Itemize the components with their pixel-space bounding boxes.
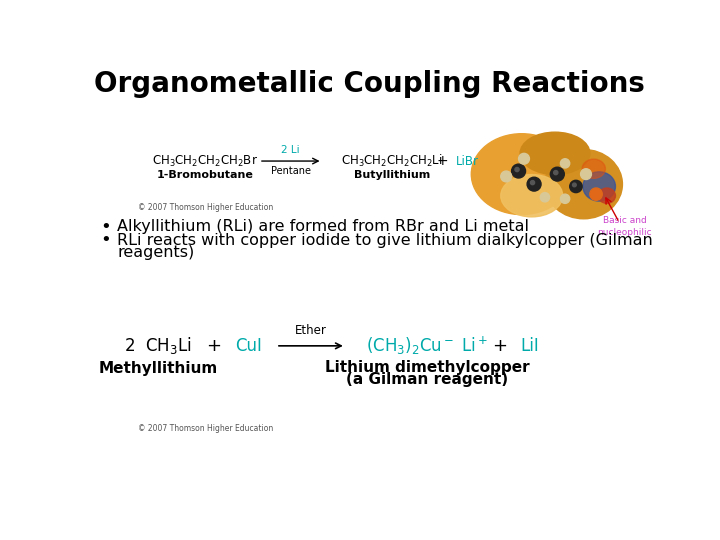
- Text: 2 Li: 2 Li: [282, 145, 300, 155]
- Ellipse shape: [583, 172, 616, 201]
- Text: Ether: Ether: [295, 325, 327, 338]
- Text: Butyllithium: Butyllithium: [354, 170, 431, 180]
- Ellipse shape: [598, 188, 616, 204]
- Text: LiI: LiI: [521, 337, 539, 355]
- Circle shape: [560, 159, 570, 168]
- Circle shape: [518, 153, 529, 164]
- Text: •: •: [100, 218, 111, 235]
- Circle shape: [560, 194, 570, 204]
- Text: © 2007 Thomson Higher Education: © 2007 Thomson Higher Education: [138, 202, 274, 212]
- Circle shape: [527, 177, 541, 191]
- Text: +: +: [207, 337, 222, 355]
- Text: (a Gilman reagent): (a Gilman reagent): [346, 372, 508, 387]
- Text: Methyllithium: Methyllithium: [99, 361, 218, 376]
- Text: 1-Bromobutane: 1-Bromobutane: [156, 170, 253, 180]
- Text: Lithium dimethylcopper: Lithium dimethylcopper: [325, 360, 529, 375]
- Text: +: +: [437, 154, 449, 168]
- Circle shape: [550, 167, 564, 181]
- Text: Alkyllithium (RLi) are formed from RBr and Li metal: Alkyllithium (RLi) are formed from RBr a…: [117, 219, 529, 234]
- Circle shape: [512, 164, 526, 178]
- Text: +: +: [492, 337, 507, 355]
- Text: Pentane: Pentane: [271, 166, 311, 177]
- Text: 2  CH$_3$Li: 2 CH$_3$Li: [125, 335, 192, 356]
- Circle shape: [500, 171, 512, 182]
- Ellipse shape: [582, 159, 606, 178]
- Circle shape: [515, 167, 519, 172]
- Circle shape: [590, 188, 602, 200]
- Text: LiBr: LiBr: [456, 154, 479, 167]
- Text: (CH$_3$)$_2$Cu$^-$ Li$^+$: (CH$_3$)$_2$Cu$^-$ Li$^+$: [366, 335, 488, 357]
- Circle shape: [570, 180, 582, 193]
- Circle shape: [572, 183, 576, 187]
- Text: CuI: CuI: [235, 337, 261, 355]
- Text: •: •: [100, 231, 111, 249]
- Circle shape: [540, 193, 549, 202]
- Circle shape: [554, 171, 558, 174]
- Circle shape: [580, 168, 591, 179]
- Ellipse shape: [500, 174, 563, 217]
- Text: Organometallic Coupling Reactions: Organometallic Coupling Reactions: [94, 70, 644, 98]
- Ellipse shape: [520, 132, 590, 174]
- Text: CH$_3$CH$_2$CH$_2$CH$_2$Li: CH$_3$CH$_2$CH$_2$CH$_2$Li: [341, 153, 443, 169]
- Ellipse shape: [545, 150, 622, 219]
- Text: RLi reacts with copper iodide to give lithium dialkylcopper (Gilman: RLi reacts with copper iodide to give li…: [117, 233, 653, 248]
- Text: © 2007 Thomson Higher Education: © 2007 Thomson Higher Education: [138, 424, 274, 433]
- Text: reagents): reagents): [117, 245, 194, 260]
- Circle shape: [531, 180, 535, 185]
- Text: Basic and
nucleophilic: Basic and nucleophilic: [598, 216, 652, 237]
- Text: CH$_3$CH$_2$CH$_2$CH$_2$Br: CH$_3$CH$_2$CH$_2$CH$_2$Br: [152, 153, 258, 168]
- Ellipse shape: [472, 134, 572, 214]
